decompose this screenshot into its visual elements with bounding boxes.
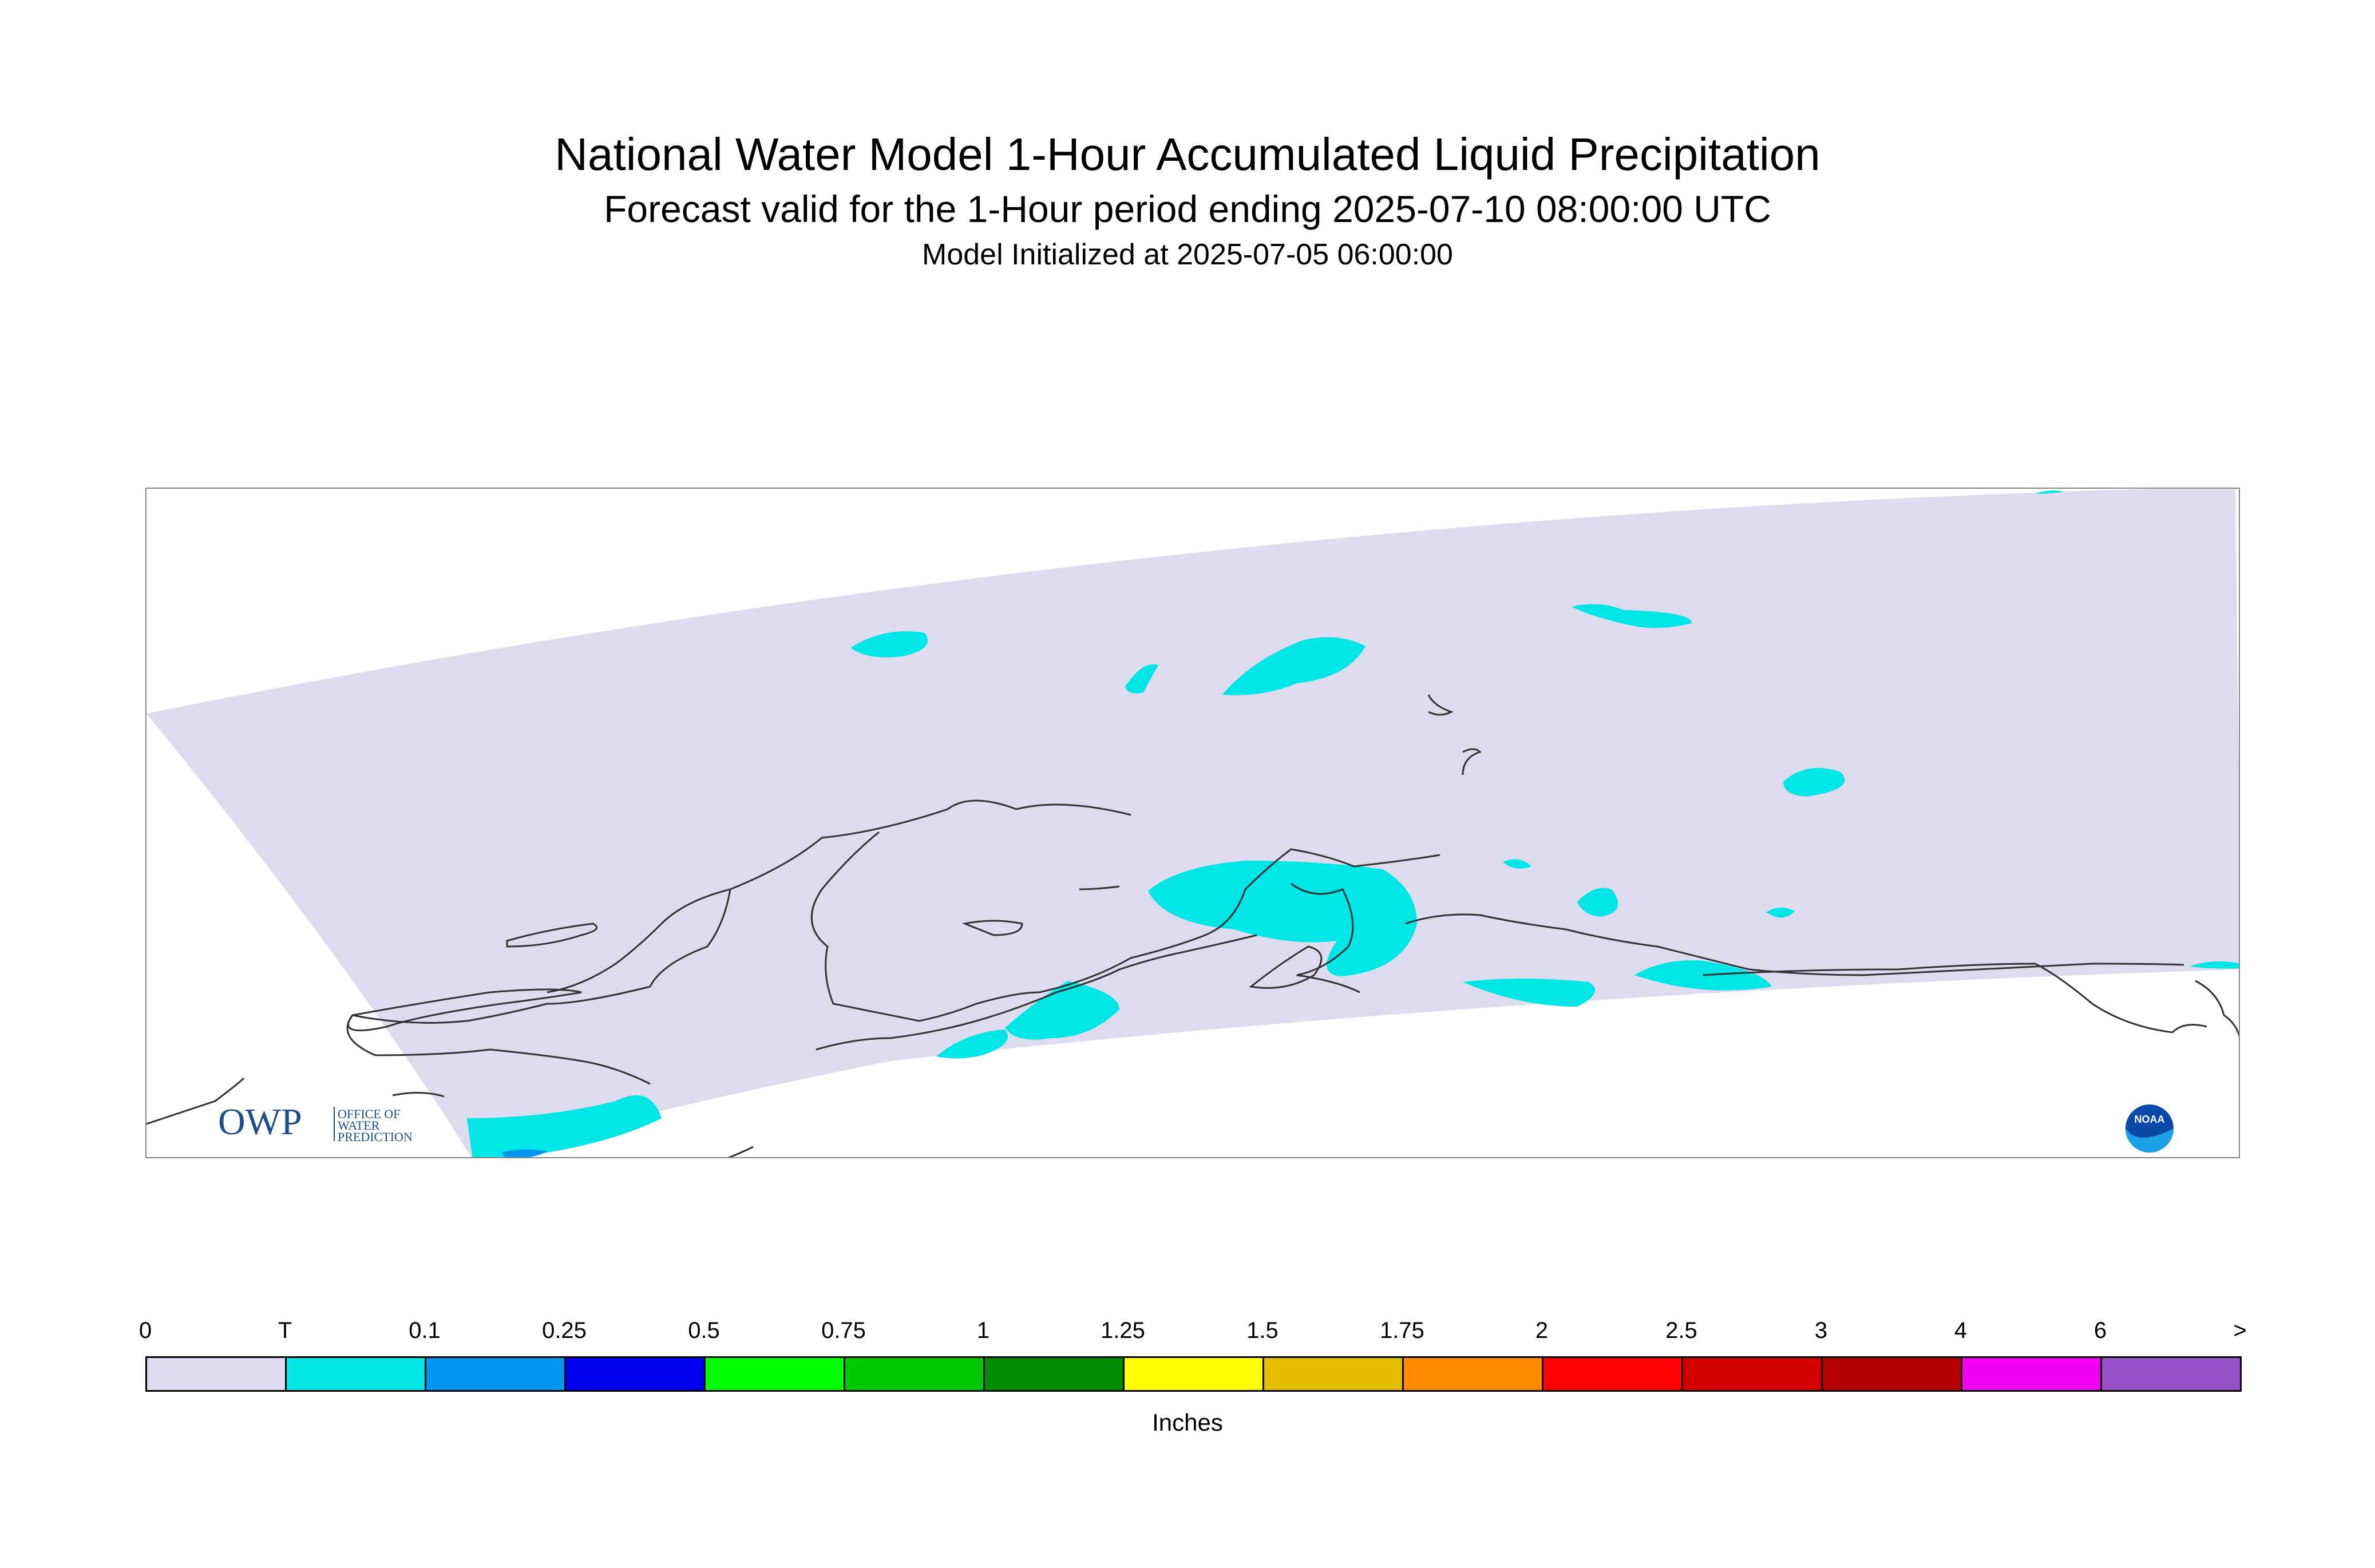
legend-color-cell [425,1356,566,1392]
legend-color-cell [285,1356,426,1392]
island-bering [1079,885,1120,890]
island-nunivak [961,920,1023,936]
precip-area [1503,859,1531,869]
coastline-kenai [1291,882,1360,993]
legend-tick-label: T [278,1318,292,1343]
legend-color-cell [1123,1356,1264,1392]
light-precip-area [501,1149,547,1157]
legend-color-cell [1821,1356,1962,1392]
legend-tick-label: 2 [1535,1318,1549,1343]
legend-color-cell [145,1356,287,1392]
precip-area [850,631,928,658]
map-svg: OWP OFFICE OF WATER PREDICTION NOAA [147,489,2239,1157]
legend-color-cell [1681,1356,1823,1392]
legend-tick-label: 0.25 [542,1318,587,1343]
forecast-valid-subtitle: Forecast valid for the 1-Hour period end… [604,188,1771,230]
legend-color-cell [2100,1356,2242,1392]
model-domain-area [147,489,2239,1157]
coastlines [147,694,2239,1157]
owp-logo-line-1: OFFICE OF [338,1107,400,1121]
precip-area [1463,979,1596,1007]
coastline-yukon-delta [810,831,977,1022]
owp-logo-line-3: PREDICTION [338,1130,413,1144]
canada-coast-east [2195,980,2239,1038]
trace-precip-areas [467,490,2239,1157]
legend-tick-label: 0.75 [821,1318,866,1343]
domain-outside-left [147,714,472,1157]
map-title-block: National Water Model 1-Hour Accumulated … [0,126,2375,275]
precip-area [1125,664,1158,694]
legend-tick-label: 1.5 [1246,1318,1278,1343]
noaa-logo-text: NOAA [2135,1114,2165,1125]
precip-area [1222,637,1365,695]
precip-area [1783,767,1845,797]
legend-tick-label: 1.25 [1101,1318,1145,1343]
legend-color-cell [983,1356,1125,1392]
model-initialized-subtitle: Model Initialized at 2025-07-05 06:00:00 [922,238,1453,271]
coastline-alaska-north [547,799,1131,993]
color-legend [145,1356,2242,1392]
legend-color-cell [844,1356,985,1392]
precip-area [936,1030,1008,1059]
legend-color-cell [1402,1356,1543,1392]
island-st-lawrence [506,922,598,948]
island-north-1 [1427,694,1454,716]
precip-area [1577,888,1618,917]
legend-color-cell [1262,1356,1404,1392]
legend-tick-label: 0.5 [688,1318,720,1343]
legend-tick-label: > [2233,1318,2247,1343]
canada-border [1703,963,2207,1034]
legend-units-label: Inches [1152,1409,1223,1436]
precip-area [1005,981,1119,1040]
owp-logo-text: OWP [218,1101,302,1143]
precip-area [1634,960,1772,991]
legend-tick-label: 1 [976,1318,990,1343]
precip-area [1572,604,1692,628]
island-north-2 [1462,748,1482,775]
precip-area [467,1095,662,1157]
map-title: National Water Model 1-Hour Accumulated … [555,129,1820,180]
coastline-far-west [147,1077,245,1125]
precip-area [1148,861,1417,976]
precip-area [2190,961,2239,969]
owp-logo: OWP OFFICE OF WATER PREDICTION [218,1101,413,1144]
legend-tick-label: 3 [1814,1318,1828,1343]
precip-area [2035,490,2064,494]
legend-color-cell [1542,1356,1683,1392]
precip-area [1766,907,1795,918]
coastline-bottom [727,1146,754,1157]
legend-tick-label: 6 [2093,1318,2107,1343]
coastline-gulf [1405,913,2184,976]
legend-tick-label: 2.5 [1665,1318,1697,1343]
island-kodiak [1249,945,1323,989]
legend-color-cell [704,1356,845,1392]
legend-tick-label: 1.75 [1380,1318,1424,1343]
legend-tick-label: 0 [138,1318,152,1343]
noaa-logo: NOAA [2125,1104,2174,1153]
chukotka [347,988,582,1032]
coastline-west-islands [392,1092,445,1098]
legend-tick-label: 4 [1954,1318,1968,1343]
legend-color-cell [564,1356,706,1392]
map-frame: OWP OFFICE OF WATER PREDICTION NOAA [145,488,2240,1158]
aleutians [816,934,1257,1051]
legend-color-cell [1961,1356,2102,1392]
coastline-bristol-bay [976,848,1440,1005]
legend-tick-label: 0.1 [409,1318,441,1343]
owp-logo-line-2: WATER [338,1118,380,1133]
